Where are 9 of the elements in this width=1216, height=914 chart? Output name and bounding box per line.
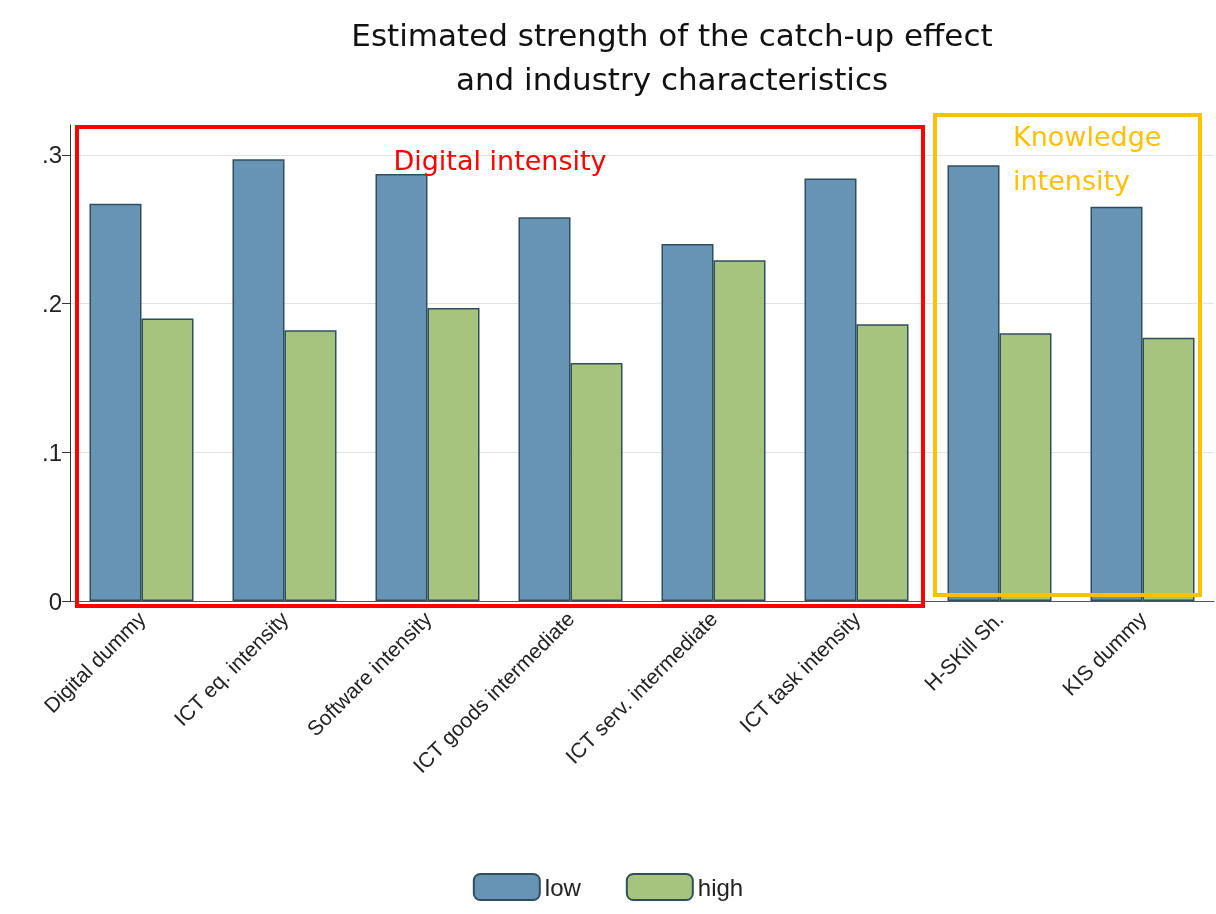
y-tick-label: .2 xyxy=(41,290,62,317)
y-tick-label: .1 xyxy=(41,438,62,466)
y-tick-label: .3 xyxy=(41,141,62,169)
legend-label: low xyxy=(544,873,582,901)
legend-label: high xyxy=(697,873,744,901)
annotation: Knowledge intensity xyxy=(1013,120,1163,198)
chart-title: Estimated strength of the catch-up effect and industry characteristics xyxy=(351,17,993,97)
annotation: Digital intensity xyxy=(393,144,607,178)
y-tick-label: 0 xyxy=(48,587,62,615)
